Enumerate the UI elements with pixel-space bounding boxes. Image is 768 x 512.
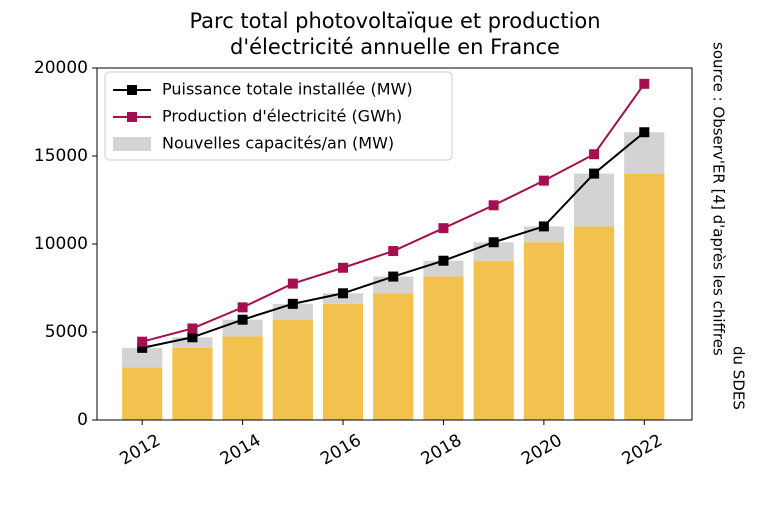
- legend-label: Production d'électricité (GWh): [162, 107, 402, 126]
- marker: [438, 255, 449, 266]
- bar: [523, 242, 564, 420]
- marker: [589, 149, 600, 160]
- bar: [574, 173, 615, 227]
- x-tick-label: 2016: [317, 431, 364, 470]
- bar: [624, 132, 665, 174]
- bar: [373, 293, 414, 420]
- y-tick-label: 15000: [34, 146, 88, 166]
- legend-swatch: [113, 137, 151, 151]
- legend-marker: [127, 112, 137, 122]
- bar: [272, 319, 313, 420]
- bar: [222, 336, 263, 420]
- x-tick-label: 2014: [217, 431, 264, 470]
- marker: [488, 237, 499, 248]
- legend-label: Puissance totale installée (MW): [162, 80, 413, 99]
- plot-frame: [96, 67, 693, 421]
- marker: [538, 221, 549, 232]
- marker: [137, 336, 148, 347]
- marker: [187, 323, 198, 334]
- source-note: source : Observ'ER [4] d'après les chiff…: [710, 42, 728, 356]
- marker: [639, 127, 650, 138]
- marker: [538, 175, 549, 186]
- marker: [137, 342, 148, 353]
- y-tick-label: 10000: [34, 234, 88, 254]
- marker: [488, 200, 499, 211]
- marker: [388, 271, 399, 282]
- y-tick-label: 5000: [45, 322, 88, 342]
- marker: [589, 168, 600, 179]
- bar: [122, 347, 163, 368]
- marker: [388, 246, 399, 257]
- marker: [237, 314, 248, 325]
- marker: [639, 78, 650, 89]
- bar: [473, 260, 514, 420]
- marker: [338, 262, 349, 273]
- source-note: du SDES: [730, 346, 748, 410]
- marker: [287, 298, 298, 309]
- bar: [574, 226, 615, 420]
- legend-box: [104, 71, 453, 161]
- x-tick-label: 2012: [116, 431, 163, 470]
- marker: [237, 302, 248, 313]
- legend-marker: [127, 85, 137, 95]
- y-tick-label: 0: [77, 410, 88, 430]
- bar: [122, 367, 163, 420]
- bar: [172, 347, 213, 420]
- bar: [322, 293, 364, 304]
- chart-title: d'électricité annuelle en France: [230, 35, 560, 59]
- x-tick-label: 2020: [518, 431, 565, 470]
- marker: [438, 223, 449, 234]
- marker: [187, 332, 198, 343]
- bar: [172, 337, 213, 348]
- bar: [423, 276, 464, 420]
- bar: [322, 303, 364, 420]
- chart-title: Parc total photovoltaïque et production: [189, 9, 600, 33]
- x-tick-label: 2018: [418, 431, 465, 470]
- marker: [287, 278, 298, 289]
- marker: [338, 288, 349, 299]
- legend-label: Nouvelles capacités/an (MW): [162, 134, 394, 153]
- x-tick-label: 2022: [619, 431, 666, 470]
- y-tick-label: 20000: [34, 58, 88, 78]
- bar: [624, 173, 665, 420]
